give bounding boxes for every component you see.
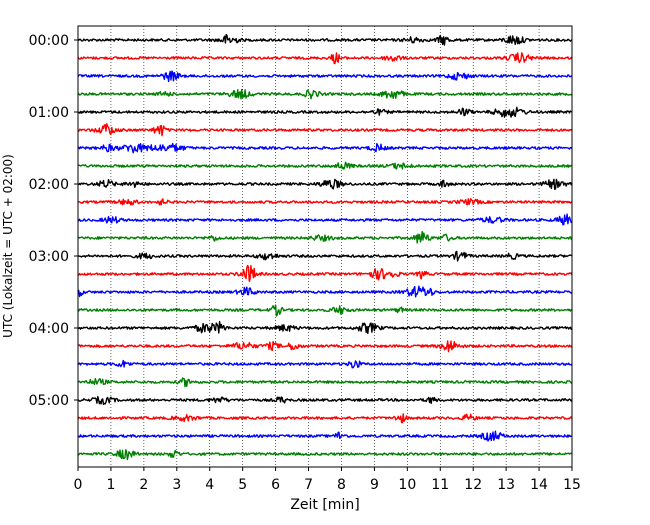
seismogram-trace	[77, 320, 573, 335]
x-tick-label: 9	[370, 477, 379, 493]
seismogram-trace	[77, 413, 573, 424]
seismogram-trace	[77, 359, 573, 369]
seismogram-trace	[77, 178, 573, 190]
seismogram-trace	[77, 198, 573, 206]
seismogram-trace	[77, 430, 573, 442]
seismogram-trace	[77, 377, 573, 388]
y-tick-label: 03:00	[29, 249, 69, 265]
x-tick-label: 0	[74, 477, 83, 493]
x-tick-label: 6	[271, 477, 280, 493]
x-tick-label: 2	[139, 477, 148, 493]
x-tick-label: 15	[563, 477, 581, 493]
y-tick-label: 01:00	[29, 105, 69, 121]
seismogram-trace	[77, 285, 573, 298]
x-tick-label: 13	[497, 477, 515, 493]
seismogram-trace	[77, 33, 573, 46]
x-tick-label: 4	[205, 477, 214, 493]
x-axis-ticks: 0 1 2 3 4 5 6 7 8 9 10 11 12 13 14 15	[74, 467, 581, 493]
seismogram-trace	[77, 449, 573, 461]
x-tick-label: 14	[530, 477, 548, 493]
x-tick-label: 1	[106, 477, 115, 493]
seismogram-trace	[77, 52, 573, 65]
y-tick-label: 05:00	[29, 393, 69, 409]
x-tick-label: 12	[464, 477, 482, 493]
y-axis-ticks: 00:00 01:00 02:00 03:00 04:00 05:00	[29, 33, 78, 409]
seismogram-trace	[77, 250, 573, 262]
seismogram-trace	[77, 106, 573, 118]
seismogram-trace	[77, 304, 573, 317]
x-axis-label: Zeit [min]	[290, 497, 359, 513]
seismogram-trace	[77, 161, 573, 170]
x-tick-label: 11	[431, 477, 449, 493]
seismogram-trace	[77, 70, 573, 83]
y-axis-label: UTC (Lokalzeit = UTC + 02:00)	[1, 154, 15, 338]
y-tick-label: 02:00	[29, 177, 69, 193]
seismogram-trace	[77, 230, 573, 244]
y-tick-label: 00:00	[29, 33, 69, 49]
plot-background	[78, 26, 572, 467]
x-tick-label: 10	[398, 477, 416, 493]
y-tick-label: 04:00	[29, 321, 69, 337]
plot-frame	[77, 25, 573, 468]
seismogram-trace	[77, 264, 573, 282]
seismogram-trace	[77, 88, 573, 100]
seismogram-traces	[77, 33, 573, 461]
seismogram-trace	[77, 142, 573, 154]
seismogram-trace	[77, 213, 573, 226]
x-tick-label: 3	[172, 477, 181, 493]
x-tick-label: 7	[304, 477, 313, 493]
x-tick-label: 5	[238, 477, 247, 493]
seismogram-trace	[77, 340, 573, 353]
x-tick-label: 8	[337, 477, 346, 493]
seismogram-trace	[77, 395, 573, 406]
seismogram-trace	[77, 123, 573, 137]
